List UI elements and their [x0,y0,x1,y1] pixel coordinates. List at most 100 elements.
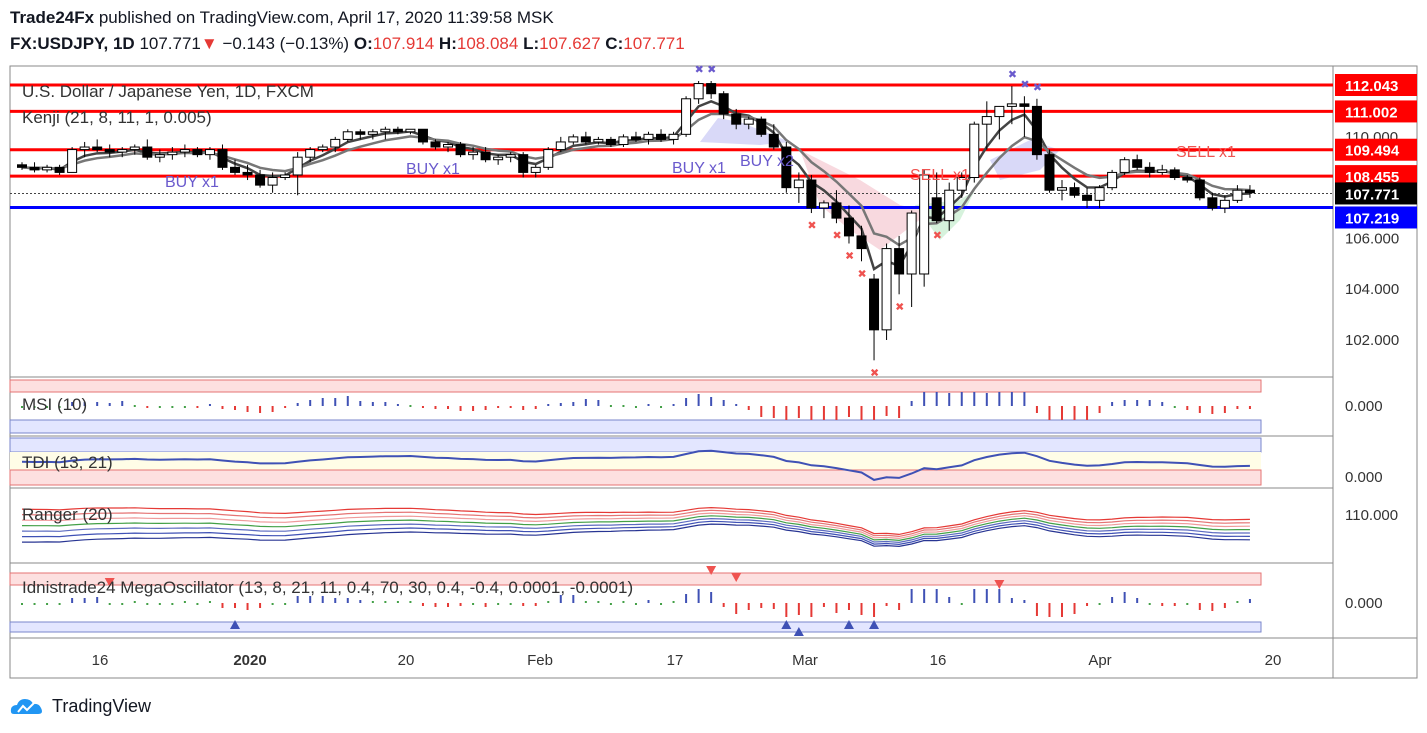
candle-down [455,143,466,156]
msi-pane-title[interactable]: MSI (10) [22,395,87,414]
price-tick-label: 106.000 [1345,230,1399,247]
msi-bar [1111,402,1114,406]
oscillator-bar [760,603,763,608]
oscillator-bar [284,603,287,605]
msi-bar [1098,406,1101,413]
oscillator-bar [597,601,600,603]
time-tick-label: 16 [930,652,947,669]
msi-bar [1223,406,1226,413]
msi-bar [221,406,224,409]
msi-bar [1148,400,1151,406]
candle-down [29,166,40,171]
candle-up [342,131,353,140]
price-label-box [1335,74,1417,96]
oscillator-bar [1198,603,1201,610]
ranger-band-line [21,515,1250,542]
oscillator-bar [371,601,374,603]
oscillator-bar [1073,603,1076,614]
oscillator-bar [384,601,387,603]
tdi-pane-title[interactable]: TDI (13, 21) [22,453,113,472]
oscillator-bar [146,603,149,605]
candle-up [305,149,316,158]
oscillator-bar [71,598,74,603]
msi-bar [158,406,161,408]
bull-marker-icon: ✖ [1020,79,1029,91]
msi-bar [96,402,99,406]
oscillator-bar [96,597,99,603]
bull-marker-icon: ✖ [1033,82,1042,94]
msi-bar [797,406,800,418]
msi-bar [296,403,299,406]
close-label: C: [605,34,624,53]
oscillator-bar [409,601,412,603]
oscillator-bar [835,603,838,613]
candle-up [154,154,165,158]
tdi-upper-band [9,437,1262,453]
msi-bar [108,403,111,406]
oscillator-bar [1086,603,1089,606]
msi-bar [522,406,525,410]
sell-signal-triangle-icon [994,580,1005,589]
candle-up [681,98,692,135]
msi-bar [822,406,825,420]
msi-bar [1010,392,1013,406]
indicator-tick-label: 0.000 [1345,398,1383,415]
msi-bar [309,400,312,406]
candle-up [555,141,566,151]
msi-bar [998,392,1001,406]
tradingview-branding[interactable]: TradingView [10,692,151,720]
msi-bar [284,406,287,408]
main-pane-title: U.S. Dollar / Japanese Yen, 1D, FXCM [22,82,314,101]
candle-down [355,131,366,135]
msi-bar [472,406,475,411]
kenji-indicator-title[interactable]: Kenji (21, 8, 11, 1, 0.005) [22,108,212,127]
msi-bar [246,406,249,412]
candle-down [392,128,403,133]
msi-bar [559,403,562,406]
msi-bar [847,406,850,417]
msi-lower-band [9,419,1262,434]
msi-bar [572,402,575,406]
candle-up [1157,169,1168,173]
oscillator-bar [459,603,462,606]
candle-up [818,202,829,209]
msi-bar [923,392,926,406]
candle-down [1031,105,1042,156]
msi-bar [121,401,124,406]
publisher-name[interactable]: Trade24Fx [10,8,95,27]
msi-bar [83,402,86,406]
msi-bar [597,400,600,406]
oscillator-bar [647,600,650,603]
candle-down [1144,166,1155,173]
oscillator-bar [998,589,1001,603]
oscillator-bar [121,603,124,605]
msi-bar [660,406,663,408]
price-label-box [1335,165,1417,188]
oscillator-pane-title[interactable]: Idnistrade24 MegaOscillator (13, 8, 21, … [22,578,633,597]
time-tick-label: 16 [92,652,109,669]
tdi-line [21,449,1250,481]
signal-annotation-label: SELL x1 [910,167,970,184]
candle-up [743,118,754,125]
msi-bar [1073,406,1076,420]
candle-down [1244,189,1255,194]
ranger-pane-title[interactable]: Ranger (20) [22,505,113,524]
oscillator-bar [58,603,61,605]
tradingview-cloud-icon [10,699,43,714]
msi-bar [334,398,337,406]
oscillator-bar [208,601,211,603]
msi-bar [898,406,901,418]
msi-bar [371,402,374,406]
candle-down [1182,176,1193,181]
msi-bar [421,406,424,408]
signal-annotation-label: BUY x1 [406,161,460,178]
symbol-label[interactable]: FX:USDJPY, 1D [10,34,135,53]
oscillator-bar [259,603,262,608]
time-tick-label: Apr [1088,652,1111,669]
candle-up [956,176,967,191]
candle-down [706,83,717,95]
candle-up [167,151,178,156]
low-label: L: [523,34,540,53]
buy-signal-triangle-icon [793,627,804,636]
